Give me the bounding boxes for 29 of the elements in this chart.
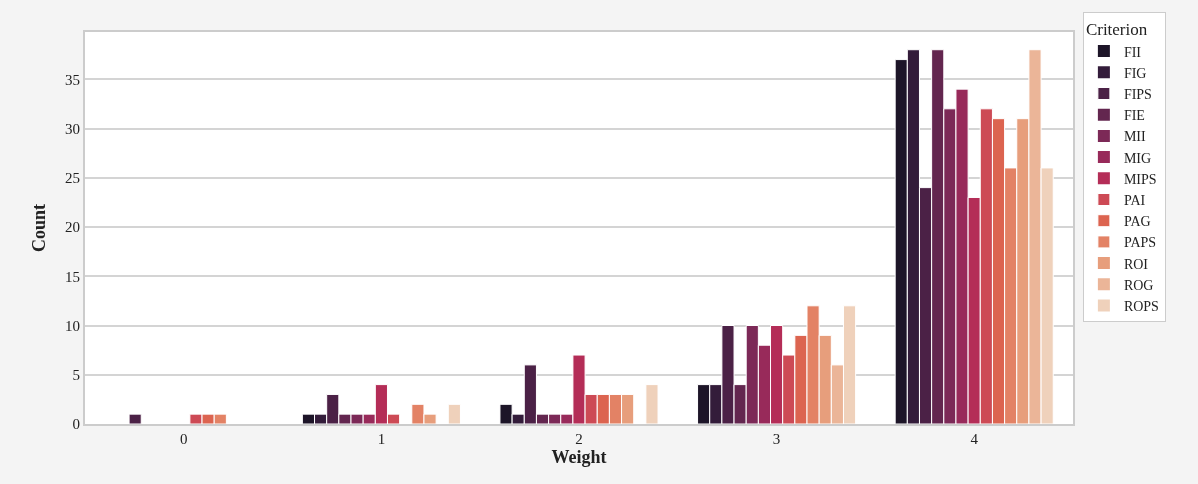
legend-label: PAPS [1123,235,1157,251]
y-tick-label: 30 [65,120,80,137]
x-tick-label: 0 [180,431,188,447]
legend-label: ROPS [1123,298,1159,314]
x-tick-label: 2 [575,431,583,447]
legend-label: FIE [1123,108,1145,124]
legend-label: ROG [1123,277,1154,293]
y-tick-label: 35 [65,71,80,88]
legend-label: PAI [1123,192,1146,208]
x-tick-label: 3 [772,431,781,447]
y-tick-label: 10 [65,317,80,334]
legend-label: MIG [1123,150,1152,166]
y-axis-title: Count [28,203,49,253]
x-axis-title: Weight [551,447,607,467]
legend-label: FIPS [1123,86,1152,102]
x-tick-label: 1 [377,431,386,447]
y-tick-label: 20 [65,219,80,236]
legend-label: MIPS [1123,171,1157,187]
legend-label: MII [1123,129,1146,145]
legend-label: FII [1123,44,1142,60]
y-tick-label: 15 [65,268,80,285]
legend-label: ROI [1123,256,1149,272]
x-tick-label: 4 [970,431,979,447]
legend-label: PAG [1123,214,1151,230]
y-tick-label: 5 [72,367,80,383]
legend-title: Criterion [1085,20,1148,40]
y-tick-label: 0 [72,416,80,433]
y-tick-label: 25 [65,170,80,187]
legend-label: FIG [1123,65,1147,81]
